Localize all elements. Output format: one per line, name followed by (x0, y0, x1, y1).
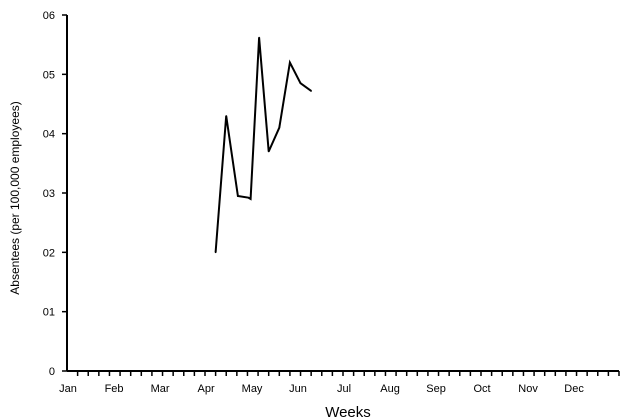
data-point (225, 115, 228, 117)
x-axis-ticks: Jan Feb Mar Apr May Jun Jul Aug Sep Oct Nov Dec (59, 371, 620, 395)
y-tick-label: 06 (43, 10, 55, 22)
data-point (267, 150, 270, 153)
data-point (249, 198, 252, 200)
x-month-label: Sep (426, 383, 446, 395)
y-tick-label: 01 (43, 307, 55, 319)
data-point (247, 196, 250, 199)
x-month-label: Jul (337, 383, 351, 395)
data-point (299, 82, 302, 85)
data-point (214, 251, 217, 254)
y-tick-label: 04 (43, 129, 55, 141)
x-month-label: Mar (151, 383, 170, 395)
x-month-label: Nov (518, 383, 538, 395)
data-point (289, 61, 291, 64)
x-month-label: Oct (473, 383, 490, 395)
x-month-label: Jan (59, 383, 77, 395)
x-month-label: Jun (289, 383, 307, 395)
y-tick-label: 03 (43, 188, 55, 200)
y-tick-label: 02 (43, 247, 55, 259)
x-month-label: Feb (105, 383, 124, 395)
x-month-label: Apr (197, 383, 214, 395)
x-month-label: Aug (380, 383, 400, 395)
y-tick-label: 05 (43, 69, 55, 81)
data-point (310, 90, 312, 92)
data-point (258, 36, 260, 39)
data-point (278, 126, 281, 129)
series-layer (214, 36, 312, 254)
y-tick-label: 0 (49, 366, 55, 378)
x-axis-title: Weeks (325, 404, 371, 419)
x-month-label: May (242, 383, 263, 395)
series-line (214, 37, 312, 253)
data-point (237, 195, 239, 197)
y-axis-title: Absentees (per 100,000 employees) (8, 101, 22, 294)
y-axis-ticks: 0 01 02 03 04 05 06 (43, 10, 67, 378)
x-month-label: Dec (564, 383, 584, 395)
